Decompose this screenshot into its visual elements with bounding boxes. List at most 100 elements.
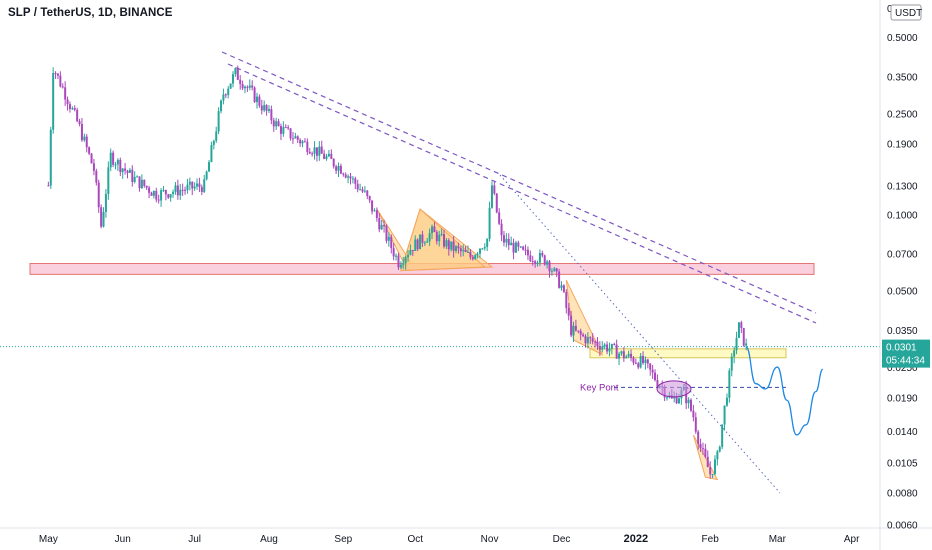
candle-body bbox=[100, 207, 103, 227]
candle-body bbox=[718, 446, 721, 452]
candle-body bbox=[606, 344, 609, 352]
candle-body bbox=[306, 141, 309, 152]
y-tick-label: 0.3500 bbox=[887, 72, 918, 83]
candle-body bbox=[495, 193, 498, 213]
candle-body bbox=[423, 242, 426, 244]
candle-body bbox=[618, 353, 621, 359]
candle-body bbox=[371, 200, 374, 212]
candle-body bbox=[243, 86, 246, 89]
candle-body bbox=[654, 372, 657, 381]
candle-body bbox=[366, 190, 369, 197]
candle-body bbox=[426, 241, 429, 243]
candle-body bbox=[279, 126, 282, 134]
candle-body bbox=[80, 123, 83, 141]
candle-body bbox=[613, 343, 616, 345]
candle-body bbox=[567, 308, 570, 316]
candle-body bbox=[462, 249, 465, 252]
candle-body bbox=[351, 178, 354, 180]
candle-body bbox=[474, 255, 477, 260]
candle-body bbox=[572, 325, 575, 336]
candle-body bbox=[287, 127, 290, 129]
candle-body bbox=[534, 261, 537, 264]
candle-body bbox=[359, 189, 362, 191]
candle-body bbox=[689, 399, 692, 411]
candle-body bbox=[148, 187, 151, 193]
candle-body bbox=[687, 399, 690, 404]
candle-body bbox=[627, 353, 630, 357]
candle-body bbox=[217, 111, 220, 132]
candle-body bbox=[284, 127, 287, 129]
candle-body bbox=[291, 138, 294, 140]
candle-body bbox=[443, 234, 446, 247]
countdown-value: 05:44:34 bbox=[886, 356, 925, 367]
candle-body bbox=[114, 164, 117, 166]
candle-body bbox=[514, 242, 517, 253]
candle-body bbox=[299, 139, 302, 144]
candle-body bbox=[407, 254, 410, 258]
key-point-ellipse bbox=[656, 380, 692, 398]
candle-body bbox=[397, 255, 400, 268]
candle-body bbox=[263, 105, 266, 111]
y-tick-label: 0.0250 bbox=[887, 363, 918, 374]
candle-body bbox=[701, 448, 704, 450]
candle-body bbox=[582, 334, 585, 337]
candle-body bbox=[47, 185, 50, 187]
candle-body bbox=[704, 448, 707, 457]
candle-body bbox=[210, 144, 213, 163]
candle-body bbox=[378, 218, 381, 230]
candle-body bbox=[500, 223, 503, 236]
candle-body bbox=[505, 238, 508, 243]
candle-body bbox=[538, 252, 541, 263]
candle-body bbox=[421, 234, 424, 243]
candle-body bbox=[548, 261, 551, 272]
candle-body bbox=[126, 170, 129, 173]
candle-body bbox=[71, 108, 74, 110]
candle-body bbox=[591, 338, 594, 342]
candle-body bbox=[308, 151, 311, 154]
y-tick-label: 0.5000 bbox=[887, 33, 918, 44]
candle-body bbox=[152, 190, 155, 196]
y-tick-label: 0.1300 bbox=[887, 181, 918, 192]
x-tick-label: Feb bbox=[702, 534, 720, 545]
candle-body bbox=[335, 166, 338, 171]
candle-body bbox=[596, 341, 599, 347]
unit-box bbox=[890, 4, 922, 21]
candle-body bbox=[251, 85, 254, 88]
triangle-pattern-2 bbox=[400, 208, 487, 272]
dotted-trendline bbox=[499, 174, 781, 494]
candle-body bbox=[555, 268, 558, 272]
candle-body bbox=[78, 121, 81, 124]
candle-body bbox=[385, 226, 388, 241]
candle-body bbox=[457, 246, 460, 249]
candle-body bbox=[630, 353, 633, 358]
candle-body bbox=[97, 182, 100, 208]
candle-body bbox=[239, 79, 242, 85]
candle-body bbox=[579, 330, 582, 335]
candle-body bbox=[414, 239, 417, 251]
y-tick-label: 0.1900 bbox=[887, 140, 918, 151]
candle-body bbox=[375, 210, 378, 219]
candle-body bbox=[368, 196, 371, 201]
candle-body bbox=[301, 141, 304, 144]
candle-body bbox=[699, 443, 702, 449]
candle-body bbox=[318, 146, 321, 156]
candle-body bbox=[728, 370, 731, 398]
candle-body bbox=[133, 176, 136, 182]
candle-body bbox=[574, 325, 577, 331]
candle-body bbox=[440, 234, 443, 236]
candle-body bbox=[639, 355, 642, 368]
candle-body bbox=[143, 179, 146, 186]
candle-body bbox=[642, 355, 645, 364]
candle-body bbox=[433, 226, 436, 233]
candle-body bbox=[232, 74, 235, 84]
candle-body bbox=[469, 251, 472, 258]
candle-body bbox=[560, 285, 563, 288]
candle-body bbox=[517, 242, 520, 247]
unit-label: USDT bbox=[895, 8, 922, 19]
candle-body bbox=[409, 250, 412, 255]
candle-body bbox=[675, 396, 678, 404]
candle-body bbox=[455, 246, 458, 251]
candle-body bbox=[493, 185, 496, 194]
